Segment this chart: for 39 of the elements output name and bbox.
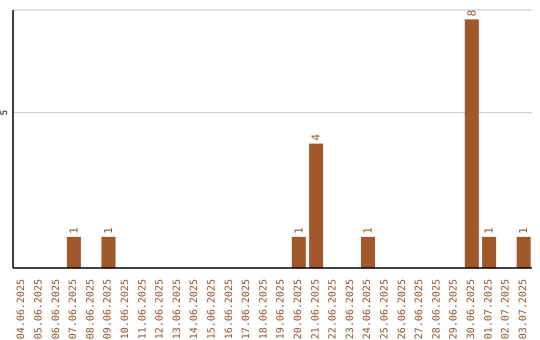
x-tick-label: 17.06.2025 xyxy=(241,279,252,340)
data-label: 4 xyxy=(310,134,323,141)
data-label: 1 xyxy=(102,227,115,234)
x-tick-label: 22.06.2025 xyxy=(328,279,339,340)
x-tick-label: 25.06.2025 xyxy=(379,279,390,340)
data-label: 1 xyxy=(517,227,530,234)
data-label: 1 xyxy=(67,227,80,234)
x-tick-label: 10.06.2025 xyxy=(120,279,131,340)
x-tick-label: 03.07.2025 xyxy=(518,279,529,340)
x-tick-label: 14.06.2025 xyxy=(189,279,200,340)
x-tick-label: 15.06.2025 xyxy=(206,279,218,340)
x-tick-label: 13.06.2025 xyxy=(172,279,183,340)
x-tick-label: 09.06.2025 xyxy=(102,279,114,340)
x-tick-label: 21.06.2025 xyxy=(310,279,322,340)
x-tick-label: 28.06.2025 xyxy=(431,279,442,340)
x-tick-label: 01.07.2025 xyxy=(483,279,494,340)
x-tick-label: 27.06.2025 xyxy=(414,279,426,340)
x-tick-label: 07.06.2025 xyxy=(68,279,80,340)
data-label: 8 xyxy=(465,10,478,16)
x-tick-label: 06.06.2025 xyxy=(50,279,62,340)
data-label: 1 xyxy=(362,227,374,234)
x-tick-label: 16.06.2025 xyxy=(224,279,235,340)
x-tick-label: 05.06.2025 xyxy=(33,279,44,340)
x-tick-label: 19.06.2025 xyxy=(276,279,287,340)
x-tick-label: 20.06.2025 xyxy=(292,279,304,340)
x-tick-label: 29.06.2025 xyxy=(448,279,460,340)
x-tick-label: 23.06.2025 xyxy=(344,279,356,340)
x-tick-label: 04.06.2025 xyxy=(16,279,28,340)
x-tick-label: 18.06.2025 xyxy=(258,279,270,340)
x-tick-label: 26.06.2025 xyxy=(396,279,408,340)
x-tick-label: 12.06.2025 xyxy=(154,279,166,340)
x-tick-label: 11.06.2025 xyxy=(137,279,148,340)
y-tick-label: 5 xyxy=(0,110,10,116)
x-tick-label: 08.06.2025 xyxy=(85,279,96,340)
data-label: 1 xyxy=(482,227,496,234)
x-tick-label: 30.06.2025 xyxy=(466,279,477,340)
x-tick-label: 24.06.2025 xyxy=(362,279,374,340)
data-label: 1 xyxy=(292,227,306,234)
x-tick-label: 02.07.2025 xyxy=(500,279,512,340)
